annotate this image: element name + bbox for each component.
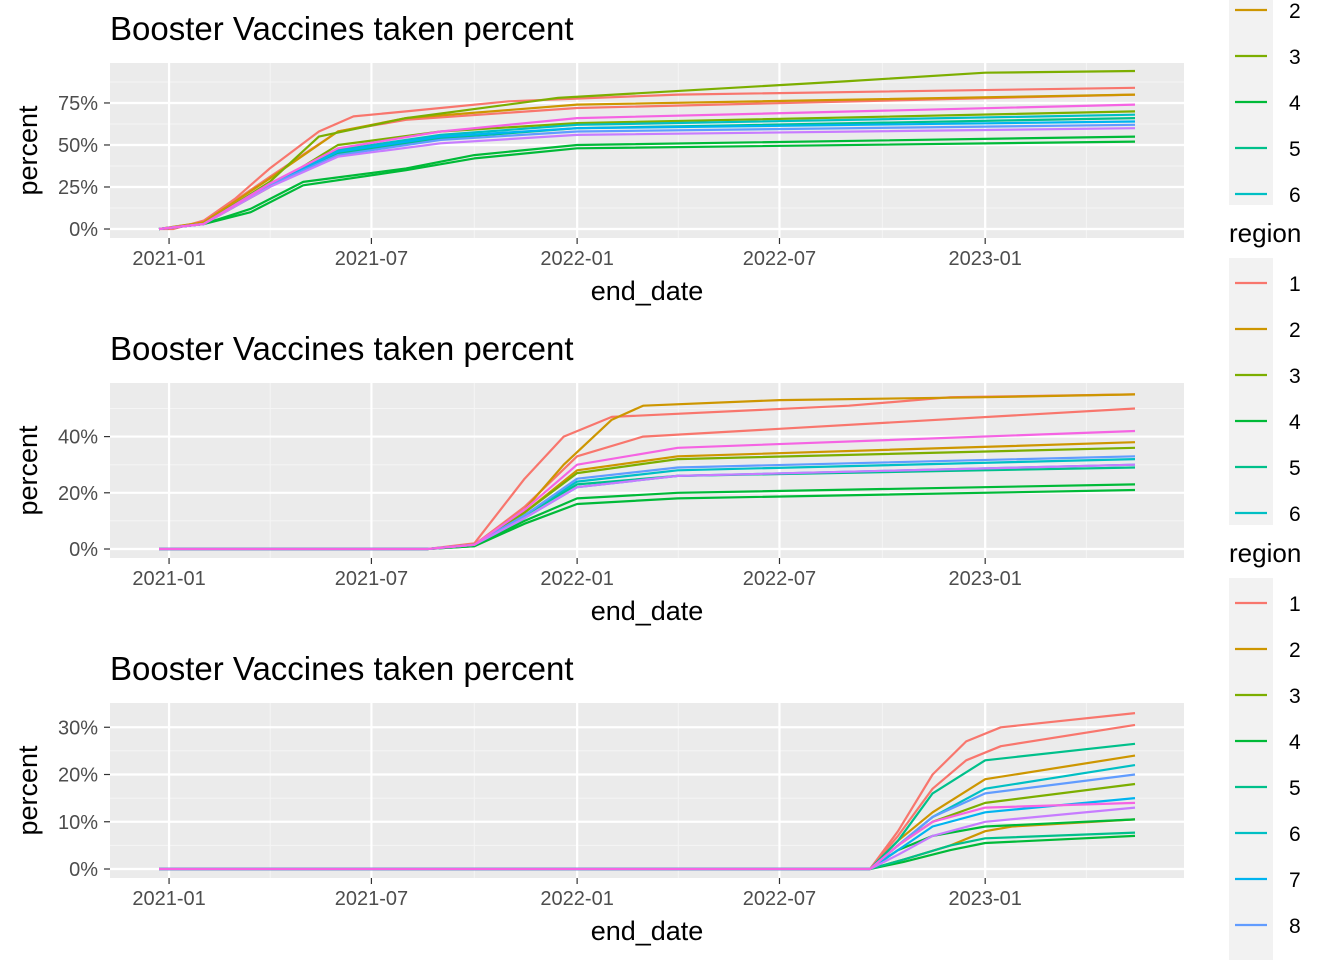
plot-background: [110, 703, 1184, 878]
legend-label-region-4: 4: [1289, 92, 1301, 115]
series-line-region-10: [159, 801, 1136, 871]
legend-label-region-3: 3: [1289, 46, 1301, 69]
legend-2: region 1 2 3 4 5 6: [1229, 218, 1301, 526]
legend-title: region: [1229, 538, 1301, 568]
x-tick-label: 2022-01: [540, 888, 613, 910]
x-tick-label: 2022-01: [540, 568, 613, 590]
legend-label-region-8: 8: [1289, 915, 1301, 938]
y-tick-label: 75%: [58, 93, 98, 115]
legend-label-region-6: 6: [1289, 823, 1301, 846]
x-tick-label: 2023-01: [948, 568, 1021, 590]
legend-label-region-5: 5: [1289, 138, 1301, 161]
legend-key-background: [1229, 258, 1273, 525]
y-tick-label: 0%: [69, 859, 98, 881]
legend-key-background: [1229, 578, 1273, 960]
x-tick-label: 2021-07: [335, 888, 408, 910]
x-tick-label: 2021-01: [132, 248, 205, 270]
x-axis-title: end_date: [591, 596, 704, 626]
legend-label-region-1: 1: [1289, 273, 1301, 296]
legend-title: region: [1229, 218, 1301, 248]
legend-label-region-3: 3: [1289, 685, 1301, 708]
legend-label-region-5: 5: [1289, 457, 1301, 480]
x-tick-label: 2021-01: [132, 888, 205, 910]
y-tick-label: 0%: [69, 539, 98, 561]
legend-label-region-7: 7: [1289, 869, 1301, 892]
x-tick-label: 2023-01: [948, 888, 1021, 910]
legend-label-region-3: 3: [1289, 365, 1301, 388]
legend-label-region-2: 2: [1289, 319, 1301, 342]
legend-label-region-5: 5: [1289, 777, 1301, 800]
chart-panel-3: 2021-01 2021-07 2022-01 2022-07 2023-01 0% 10%…: [13, 650, 1184, 946]
chart-panel-1: 2021-01 2021-07 2022-01 2022-07 2023-01 0% 25%…: [13, 10, 1184, 306]
y-tick-label: 0%: [69, 219, 98, 241]
x-tick-label: 2021-07: [335, 248, 408, 270]
x-tick-label: 2022-07: [743, 248, 816, 270]
x-tick-label: 2022-07: [743, 568, 816, 590]
legend-3: region 1 2 3 4 5 6 7 8: [1229, 538, 1301, 960]
y-tick-label: 50%: [58, 135, 98, 157]
x-tick-label: 2022-01: [540, 248, 613, 270]
x-tick-label: 2021-07: [335, 568, 408, 590]
y-tick-label: 20%: [58, 483, 98, 505]
legend-1: 2 3 4 5 6: [1229, 0, 1301, 207]
x-axis-title: end_date: [591, 916, 704, 946]
y-tick-label: 40%: [58, 427, 98, 449]
chart-title: Booster Vaccines taken percent: [110, 330, 573, 367]
legend-label-region-4: 4: [1289, 731, 1301, 754]
legend-label-region-4: 4: [1289, 411, 1301, 434]
legend-label-region-2: 2: [1289, 0, 1301, 23]
y-tick-label: 30%: [58, 717, 98, 739]
chart-title: Booster Vaccines taken percent: [110, 10, 573, 47]
y-tick-label: 25%: [58, 177, 98, 199]
series-line-region-10: [159, 429, 1136, 551]
series-line-region-4: [158, 140, 1136, 231]
y-tick-label: 10%: [58, 812, 98, 834]
series-line-region-10: [158, 103, 1136, 231]
y-axis-title: percent: [13, 745, 43, 836]
y-axis-title: percent: [13, 105, 43, 196]
x-tick-label: 2022-07: [743, 888, 816, 910]
legend-label-region-6: 6: [1289, 184, 1301, 207]
legend-label-region-6: 6: [1289, 503, 1301, 526]
x-tick-label: 2021-01: [132, 568, 205, 590]
legend-label-region-1: 1: [1289, 593, 1301, 616]
legend-label-region-2: 2: [1289, 639, 1301, 662]
x-tick-label: 2023-01: [948, 248, 1021, 270]
chart-panel-2: 2021-01 2021-07 2022-01 2022-07 2023-01 0% 20%…: [13, 330, 1184, 626]
x-axis-title: end_date: [591, 276, 704, 306]
chart-title: Booster Vaccines taken percent: [110, 650, 573, 687]
y-axis-title: percent: [13, 425, 43, 516]
y-tick-label: 20%: [58, 765, 98, 787]
